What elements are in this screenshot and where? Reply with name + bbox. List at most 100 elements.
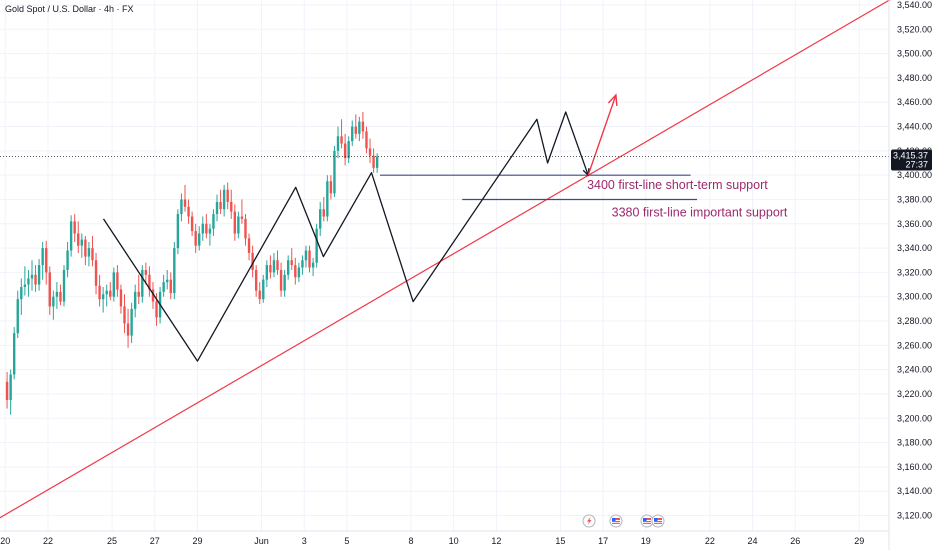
price-axis[interactable]: 3,120.00 3,140.00 3,160.00 3,180.00 3,200.00… (897, 0, 932, 521)
candle-body (276, 260, 279, 270)
candle-body (94, 260, 98, 286)
current-price-tag-background (891, 149, 932, 171)
candle-body (98, 285, 101, 300)
candle-body (219, 201, 222, 210)
candle-body (27, 278, 30, 285)
candle (254, 265, 258, 297)
y-tick-label: 3,400.00 (897, 170, 932, 180)
candle (77, 221, 80, 253)
candle-body (372, 155, 375, 168)
candle-body (180, 199, 183, 215)
candle-body (23, 284, 27, 287)
candle-body (5, 381, 9, 401)
candle (34, 265, 37, 292)
x-tick-label: 22 (705, 536, 715, 546)
candle (141, 265, 144, 303)
candle-body (226, 189, 229, 202)
candle-body (258, 290, 261, 300)
candle-body (148, 274, 151, 290)
candle (151, 282, 155, 309)
y-tick-label: 3,280.00 (897, 316, 932, 326)
y-tick-label: 3,460.00 (897, 97, 932, 107)
drawings[interactable]: 3400 first-line short-term support 3380 f… (0, 0, 893, 526)
candle-body (45, 248, 48, 273)
time-axis[interactable]: 20 22 25 27 29 Jun 3 5 8 10 12 15 17 19 22 24 26 29 (0, 536, 864, 546)
candle-body (137, 291, 140, 297)
candle-body (326, 181, 329, 217)
candle (87, 242, 91, 267)
support-level-label: 3380 first-line important support (612, 205, 788, 219)
lightning-icon[interactable] (582, 514, 596, 528)
candle (205, 214, 208, 239)
y-tick-label: 3,200.00 (897, 413, 932, 423)
candle-body (12, 333, 16, 375)
candle (215, 194, 219, 222)
candle (130, 302, 133, 343)
y-tick-label: 3,360.00 (897, 219, 932, 229)
candle-body (198, 233, 201, 246)
candle (201, 216, 204, 241)
us-flag-icon[interactable] (651, 514, 665, 528)
candle (194, 223, 197, 253)
candle-body (126, 323, 130, 336)
candle (176, 209, 180, 255)
candle (333, 145, 336, 198)
candle (304, 245, 308, 268)
candle (94, 252, 98, 295)
candle (308, 245, 311, 273)
lightning-bolt (587, 517, 592, 525)
candle (237, 211, 240, 239)
y-tick-label: 3,380.00 (897, 194, 932, 204)
candle (116, 265, 119, 297)
candle-body (315, 228, 318, 263)
candle (183, 184, 187, 212)
forecast-arrowhead (607, 93, 618, 106)
candle-body (173, 248, 176, 294)
candle-body (34, 274, 37, 285)
candle (347, 136, 350, 164)
candle (73, 214, 76, 243)
x-tick-label: 22 (43, 536, 53, 546)
candle-body (41, 248, 44, 266)
x-tick-label: 19 (641, 536, 651, 546)
candle-body (354, 126, 357, 134)
candle-body (269, 265, 272, 273)
candle (30, 260, 34, 291)
candle-body (333, 150, 336, 194)
candle (233, 204, 237, 241)
us-flag-icon[interactable] (609, 514, 623, 528)
candle (45, 240, 48, 285)
candle (62, 265, 66, 307)
candle-body (133, 291, 137, 309)
candle (37, 259, 41, 291)
us-flag-icon[interactable] (640, 514, 654, 528)
candle (315, 223, 318, 268)
candle-body (319, 209, 322, 229)
candle (109, 282, 112, 301)
candle (198, 226, 201, 251)
x-tick-label: 29 (854, 536, 864, 546)
event-markers[interactable] (582, 514, 665, 528)
candle-body (290, 260, 293, 266)
candle (41, 242, 44, 280)
candle-body (254, 269, 258, 291)
candle-body (294, 265, 297, 278)
candle (16, 290, 19, 339)
candle (48, 266, 51, 315)
candle-body (73, 221, 76, 234)
candle (112, 267, 116, 302)
candle-body (244, 218, 247, 239)
candle (144, 262, 148, 285)
x-tick-label: 29 (192, 536, 202, 546)
flag-stripe-white (612, 520, 620, 521)
candle (340, 119, 343, 149)
candle-body (87, 248, 91, 257)
candle (262, 274, 265, 303)
candle (240, 199, 244, 224)
candle-body (297, 267, 301, 278)
candle-body (272, 260, 276, 273)
candle-body (215, 201, 219, 215)
